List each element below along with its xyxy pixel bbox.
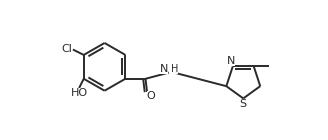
Text: Cl: Cl [61,44,72,54]
Text: S: S [240,99,247,109]
Text: N: N [160,64,168,74]
Text: HO: HO [71,88,88,98]
Text: H: H [171,64,178,74]
Text: O: O [147,91,155,101]
Text: N: N [227,56,236,66]
